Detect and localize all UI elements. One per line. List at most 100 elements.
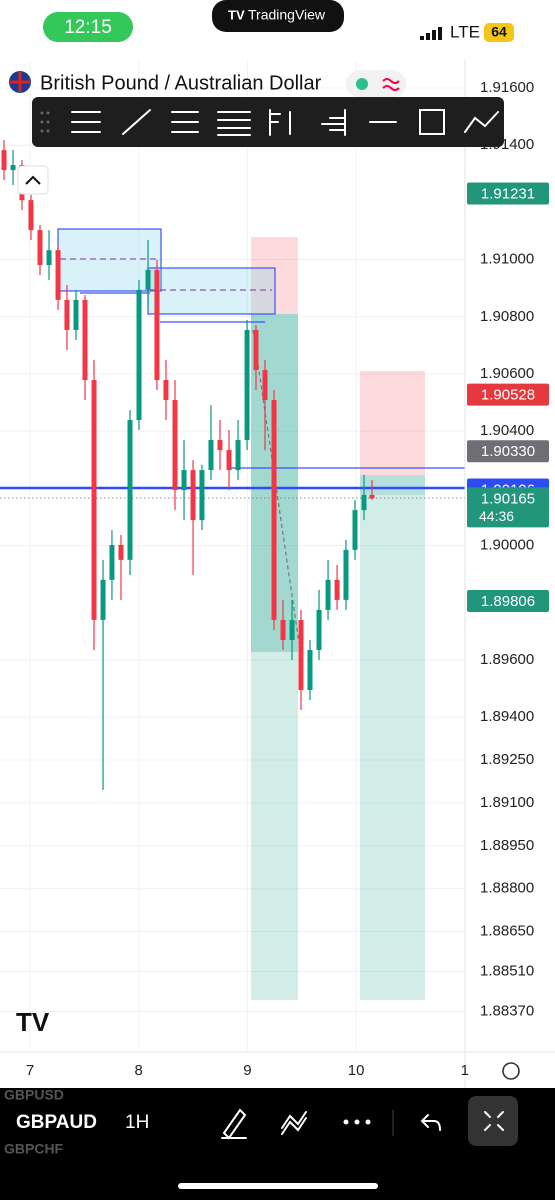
- candle-body: [100, 579, 106, 620]
- x-tick-label: 1: [461, 1062, 469, 1079]
- candle-body: [73, 299, 79, 330]
- app-name: TradingView: [248, 7, 326, 23]
- network: LTE: [450, 22, 480, 41]
- more-button[interactable]: [343, 1119, 371, 1125]
- time: 12:15: [64, 17, 112, 38]
- candle-body: [289, 619, 295, 640]
- chevron-up: [25, 175, 41, 185]
- watermark: TV: [16, 1007, 50, 1037]
- candle-body: [82, 299, 88, 380]
- battery: [484, 23, 514, 42]
- candle-body: [369, 494, 375, 499]
- candle-body: [316, 609, 322, 650]
- candle-body: [64, 299, 70, 330]
- candle-body: [28, 200, 34, 231]
- tool-channel[interactable]: [217, 111, 251, 136]
- ext-icon: [382, 78, 400, 91]
- candle-body: [118, 544, 124, 560]
- candle-body: [262, 369, 268, 401]
- market-open-dot: [356, 78, 368, 90]
- candle-body: [181, 470, 187, 491]
- candle-body: [37, 230, 43, 266]
- countdown: 44:36: [479, 508, 514, 524]
- indicators-button[interactable]: [281, 1111, 307, 1135]
- tool-volume[interactable]: [269, 109, 291, 136]
- battery-level: 64: [491, 24, 507, 40]
- settings-icon[interactable]: [502, 1062, 520, 1080]
- profit-zone-filled: [360, 475, 425, 495]
- tool-fib[interactable]: [71, 111, 101, 133]
- candle-body: [55, 250, 61, 300]
- candle-body: [271, 400, 277, 620]
- tool-fib-ext[interactable]: [171, 111, 199, 133]
- drawing-toolbar: [32, 97, 504, 147]
- candles: [1, 140, 375, 791]
- watchlist-item[interactable]: GBPUSD: [4, 1087, 64, 1103]
- tool-rect[interactable]: [419, 109, 445, 135]
- candle-body: [361, 494, 367, 511]
- candle-body: [172, 400, 178, 491]
- price-label-box: [467, 590, 549, 613]
- y-tick-label: 1.90000: [480, 537, 534, 554]
- candle-body: [235, 440, 241, 471]
- watchlist-item[interactable]: GBPCHF: [4, 1141, 64, 1157]
- undo-button[interactable]: [420, 1114, 441, 1131]
- tool-path[interactable]: [464, 111, 499, 133]
- candle-body: [217, 440, 223, 451]
- signal-icon: [420, 27, 442, 40]
- candle-body: [190, 470, 196, 521]
- x-tick-label: 10: [348, 1062, 365, 1079]
- profit-zone: [360, 495, 425, 1000]
- x-tick-label: 7: [26, 1062, 34, 1079]
- logo-icon: TV: [228, 7, 245, 22]
- candle-body: [253, 329, 259, 370]
- y-tick-label: 1.88510: [480, 963, 534, 980]
- home-indicator: [178, 1183, 378, 1189]
- y-tick-label: 1.89100: [480, 794, 534, 811]
- grid: [0, 60, 466, 1050]
- price-label: 1.91231: [481, 186, 535, 203]
- candle-body: [280, 619, 286, 640]
- candle-body: [109, 544, 115, 580]
- candle-body: [298, 619, 304, 690]
- profit-zone: [251, 652, 298, 1000]
- y-tick-label: 1.91000: [480, 251, 534, 268]
- flag-cross: [10, 72, 30, 92]
- axes: 1.916001.914001.910001.908001.906001.904…: [26, 79, 549, 1079]
- bottom-bar: [0, 1088, 555, 1200]
- x-tick-label: 8: [135, 1062, 143, 1079]
- y-tick-label: 1.89600: [480, 651, 534, 668]
- symbol[interactable]: GBPAUD: [16, 1112, 97, 1133]
- price-label-box: [467, 383, 549, 406]
- collapse-button[interactable]: [17, 165, 49, 195]
- candle-body: [136, 289, 142, 421]
- y-tick-label: 1.88800: [480, 880, 534, 897]
- y-tick-label: 1.90400: [480, 422, 534, 439]
- tool-profile[interactable]: [321, 109, 346, 136]
- candle-body: [10, 164, 16, 171]
- interval[interactable]: 1H: [125, 1112, 149, 1133]
- y-tick-label: 1.90800: [480, 308, 534, 325]
- draw-button[interactable]: [221, 1108, 247, 1140]
- symbol-title: British Pound / Australian Dollar: [40, 72, 322, 94]
- price-label-box: [467, 440, 549, 463]
- stop-zone: [360, 371, 425, 475]
- y-tick-label: 1.88650: [480, 923, 534, 940]
- fullscreen-button[interactable]: [468, 1096, 518, 1146]
- price-label: 1.89806: [481, 593, 535, 610]
- candle-body: [145, 269, 151, 290]
- candle-body: [334, 579, 340, 600]
- candle-body: [208, 440, 214, 471]
- candle-body: [1, 150, 7, 171]
- price-label-box: [467, 487, 549, 528]
- status-pill: [346, 70, 406, 98]
- candle-body: [127, 420, 133, 560]
- x-tick-label: 9: [243, 1062, 251, 1079]
- candle-body: [154, 269, 160, 380]
- tool-trendline[interactable]: [122, 109, 151, 135]
- app-badge: [212, 0, 344, 32]
- candle-body: [343, 549, 349, 600]
- y-tick-label: 1.88370: [480, 1003, 534, 1020]
- y-tick-label: 1.91600: [480, 79, 534, 96]
